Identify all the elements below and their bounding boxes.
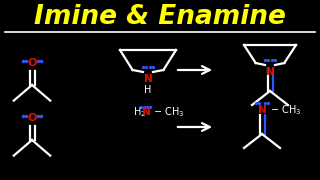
Text: O: O [27, 58, 37, 68]
Text: N: N [142, 107, 150, 117]
Text: H: H [144, 85, 152, 95]
Text: H$_2$: H$_2$ [133, 105, 146, 119]
Text: N: N [266, 67, 274, 77]
Text: N: N [144, 74, 152, 84]
Text: $-$ CH$_3$: $-$ CH$_3$ [150, 105, 184, 119]
Text: O: O [27, 113, 37, 123]
Text: $-$ CH$_3$: $-$ CH$_3$ [267, 103, 301, 117]
Text: N: N [258, 105, 266, 115]
Text: Imine & Enamine: Imine & Enamine [34, 4, 286, 30]
